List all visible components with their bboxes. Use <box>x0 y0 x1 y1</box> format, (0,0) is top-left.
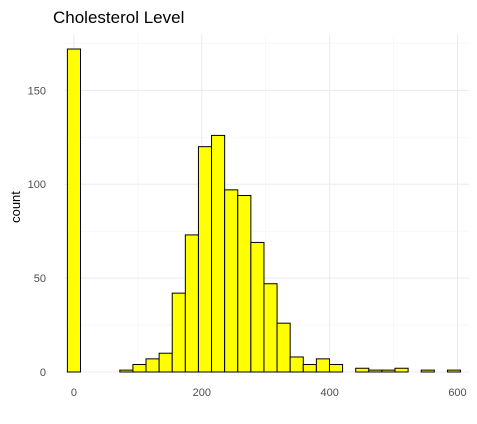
x-tick-label: 600 <box>448 387 466 399</box>
histogram-bar <box>420 369 435 373</box>
bars <box>66 48 462 373</box>
histogram-bar <box>381 369 396 373</box>
histogram-bar <box>145 358 160 373</box>
histogram-bar <box>328 363 344 373</box>
histogram-bar <box>158 352 173 373</box>
histogram-bar <box>276 322 291 373</box>
histogram-bar <box>66 48 82 373</box>
y-tick-label: 50 <box>34 273 46 285</box>
histogram-bar <box>132 363 147 373</box>
histogram-bar <box>250 241 265 373</box>
histogram-bar <box>211 134 226 373</box>
x-tick-label: 200 <box>193 387 211 399</box>
histogram-bar <box>394 367 409 373</box>
histogram-bar <box>263 283 278 373</box>
histogram-bar <box>446 369 462 373</box>
histogram-bar <box>315 358 330 373</box>
y-tick-label: 0 <box>40 367 46 379</box>
histogram-bar <box>289 356 304 373</box>
histogram-bar <box>184 234 199 373</box>
histogram-bar <box>368 369 383 373</box>
x-tick-label: 0 <box>71 387 77 399</box>
histogram-bar <box>224 189 239 373</box>
histogram-bar <box>171 292 186 373</box>
y-axis-ticks: 0 50 100 150 <box>28 85 46 379</box>
x-axis-ticks: 0 200 400 600 <box>71 387 467 399</box>
histogram-bar <box>197 146 213 373</box>
histogram-bar <box>119 369 134 373</box>
histogram-bar <box>355 367 370 373</box>
y-tick-label: 100 <box>28 179 46 191</box>
histogram-bar <box>237 194 252 373</box>
chart-title: Cholesterol Level <box>53 8 184 27</box>
x-tick-label: 400 <box>320 387 338 399</box>
histogram-bar <box>302 363 317 373</box>
y-axis-label: count <box>8 191 23 223</box>
y-tick-label: 150 <box>28 85 46 97</box>
